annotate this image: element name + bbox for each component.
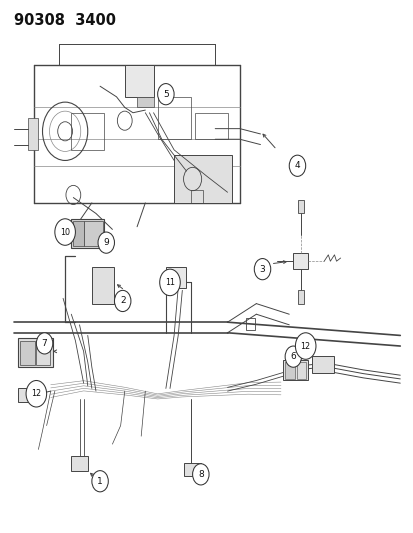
- Bar: [282, 360, 307, 381]
- Circle shape: [289, 155, 305, 176]
- Bar: [285, 362, 295, 379]
- Text: 12: 12: [300, 342, 310, 351]
- Bar: [20, 341, 35, 365]
- Bar: [71, 456, 88, 471]
- Bar: [184, 463, 200, 476]
- Circle shape: [92, 471, 108, 492]
- Text: 8: 8: [197, 470, 203, 479]
- Bar: [174, 155, 231, 203]
- Circle shape: [285, 346, 301, 367]
- Text: 1: 1: [97, 477, 103, 486]
- Bar: [73, 221, 83, 246]
- Bar: [311, 356, 334, 373]
- Text: 10: 10: [60, 228, 70, 237]
- Bar: [166, 266, 186, 288]
- Circle shape: [55, 219, 75, 245]
- Text: 4: 4: [294, 161, 299, 170]
- Text: 5: 5: [163, 90, 169, 99]
- Text: 2: 2: [120, 296, 125, 305]
- Text: 7: 7: [42, 339, 47, 348]
- Text: 9: 9: [103, 238, 109, 247]
- Bar: [124, 65, 153, 97]
- Circle shape: [98, 232, 114, 253]
- Text: 3: 3: [259, 265, 265, 273]
- Text: 90308  3400: 90308 3400: [14, 13, 116, 28]
- Bar: [297, 200, 303, 214]
- Bar: [36, 341, 50, 365]
- Circle shape: [254, 259, 270, 280]
- Text: 12: 12: [31, 389, 41, 398]
- Bar: [84, 221, 103, 246]
- Bar: [71, 219, 104, 248]
- Circle shape: [295, 333, 315, 359]
- Bar: [71, 113, 104, 150]
- Circle shape: [159, 269, 180, 296]
- Bar: [194, 113, 227, 139]
- Circle shape: [157, 84, 174, 105]
- Circle shape: [192, 464, 209, 485]
- Text: 11: 11: [165, 278, 175, 287]
- Circle shape: [36, 333, 53, 354]
- Bar: [18, 389, 32, 402]
- Bar: [190, 190, 202, 203]
- Bar: [297, 290, 303, 304]
- Bar: [245, 318, 254, 330]
- Bar: [92, 266, 114, 304]
- Bar: [296, 362, 305, 379]
- Circle shape: [114, 290, 131, 312]
- Bar: [157, 97, 190, 139]
- Circle shape: [26, 381, 47, 407]
- Bar: [18, 338, 53, 367]
- Bar: [137, 97, 153, 108]
- Text: 6: 6: [290, 352, 296, 361]
- Bar: [28, 118, 38, 150]
- Bar: [293, 253, 307, 269]
